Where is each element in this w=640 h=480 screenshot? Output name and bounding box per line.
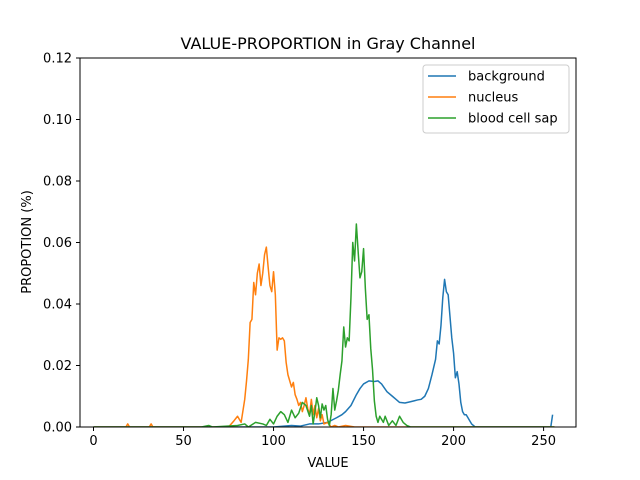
y-tick-label: 0.02 [43, 359, 72, 374]
x-tick-label: 150 [351, 434, 376, 449]
x-axis-title: VALUE [307, 456, 348, 471]
y-tick-label: 0.10 [43, 113, 72, 128]
series-line-blood-cell-sap [93, 223, 555, 427]
series-line-background [93, 278, 554, 427]
x-tick-label: 0 [89, 434, 97, 449]
x-tick-label: 100 [261, 434, 286, 449]
series-line-nucleus [93, 246, 555, 427]
x-tick-label: 250 [531, 434, 556, 449]
legend-box [422, 64, 570, 134]
x-tick-label: 200 [441, 434, 466, 449]
y-axis: 0.00 0.02 0.04 0.06 0.08 0.10 0.12 [43, 52, 80, 436]
legend-label: nucleus [468, 91, 518, 106]
y-tick-label: 0.06 [43, 236, 72, 251]
y-tick-label: 0.00 [43, 421, 72, 436]
legend-label: background [468, 70, 545, 85]
chart-title: VALUE-PROPORTION in Gray Channel [181, 34, 476, 53]
legend: background nucleus blood cell sap [422, 64, 570, 134]
y-tick-label: 0.12 [43, 52, 72, 67]
y-tick-label: 0.04 [43, 298, 72, 313]
y-axis-title: PROPOTION (%) [20, 190, 35, 294]
legend-label: blood cell sap [468, 112, 558, 127]
x-tick-label: 50 [175, 434, 192, 449]
y-tick-label: 0.08 [43, 175, 72, 190]
x-axis: 0 50 100 150 200 250 [89, 427, 556, 449]
